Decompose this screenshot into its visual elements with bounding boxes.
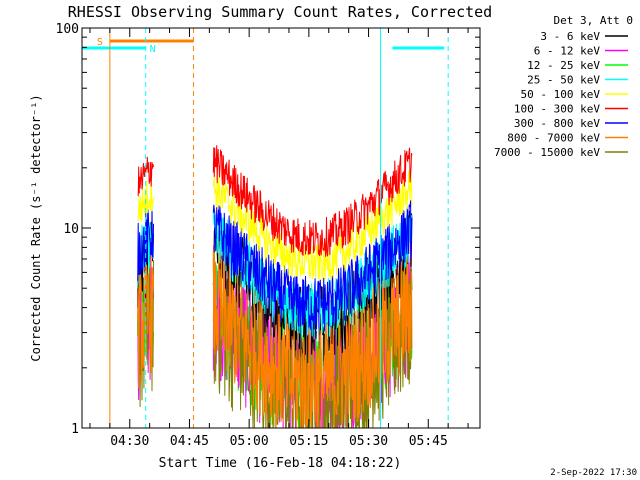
x-tick-label: 05:45 [409,434,448,449]
legend-label: 7000 - 15000 keV [494,146,600,159]
chart-title: RHESSI Observing Summary Count Rates, Co… [68,3,492,21]
series-trace [212,145,413,257]
series-trace [137,256,154,389]
y-tick-label: 10 [63,222,79,237]
axes: 1 10 100 04:30 04:45 05:00 05:15 05:30 05:45 [56,22,480,449]
data-layer [137,145,413,429]
legend-label: 50 - 100 keV [521,88,601,101]
y-tick-label: 100 [56,22,79,37]
series-trace [137,156,154,197]
footer-timestamp: 2-Sep-2022 17:30 [550,468,637,478]
x-tick-label: 04:45 [170,434,209,449]
band-label: N [150,44,156,55]
legend-label: 6 - 12 keV [534,45,601,58]
y-tick-label: 1 [71,422,79,437]
legend-label: 3 - 6 keV [540,30,600,43]
observing-intervals: NS [82,28,449,428]
band-label: S [97,37,103,48]
x-tick-label: 04:30 [110,434,149,449]
y-axis-label: Corrected Count Rate (s⁻¹ detector⁻¹) [29,94,43,361]
series-trace [212,170,413,281]
series-trace [212,250,413,428]
legend-label: 100 - 300 keV [514,103,600,116]
x-tick-label: 05:30 [349,434,388,449]
legend-title: Det 3, Att 0 [554,14,633,27]
series-trace [212,200,413,332]
x-axis-label: Start Time (16-Feb-18 04:18:22) [159,456,402,471]
x-tick-label: 05:15 [289,434,328,449]
legend-label: 300 - 800 keV [514,117,600,130]
legend-label: 12 - 25 keV [527,59,600,72]
x-tick-label: 05:00 [230,434,269,449]
legend-label: 25 - 50 keV [527,74,600,87]
legend-label: 800 - 7000 keV [507,132,600,145]
